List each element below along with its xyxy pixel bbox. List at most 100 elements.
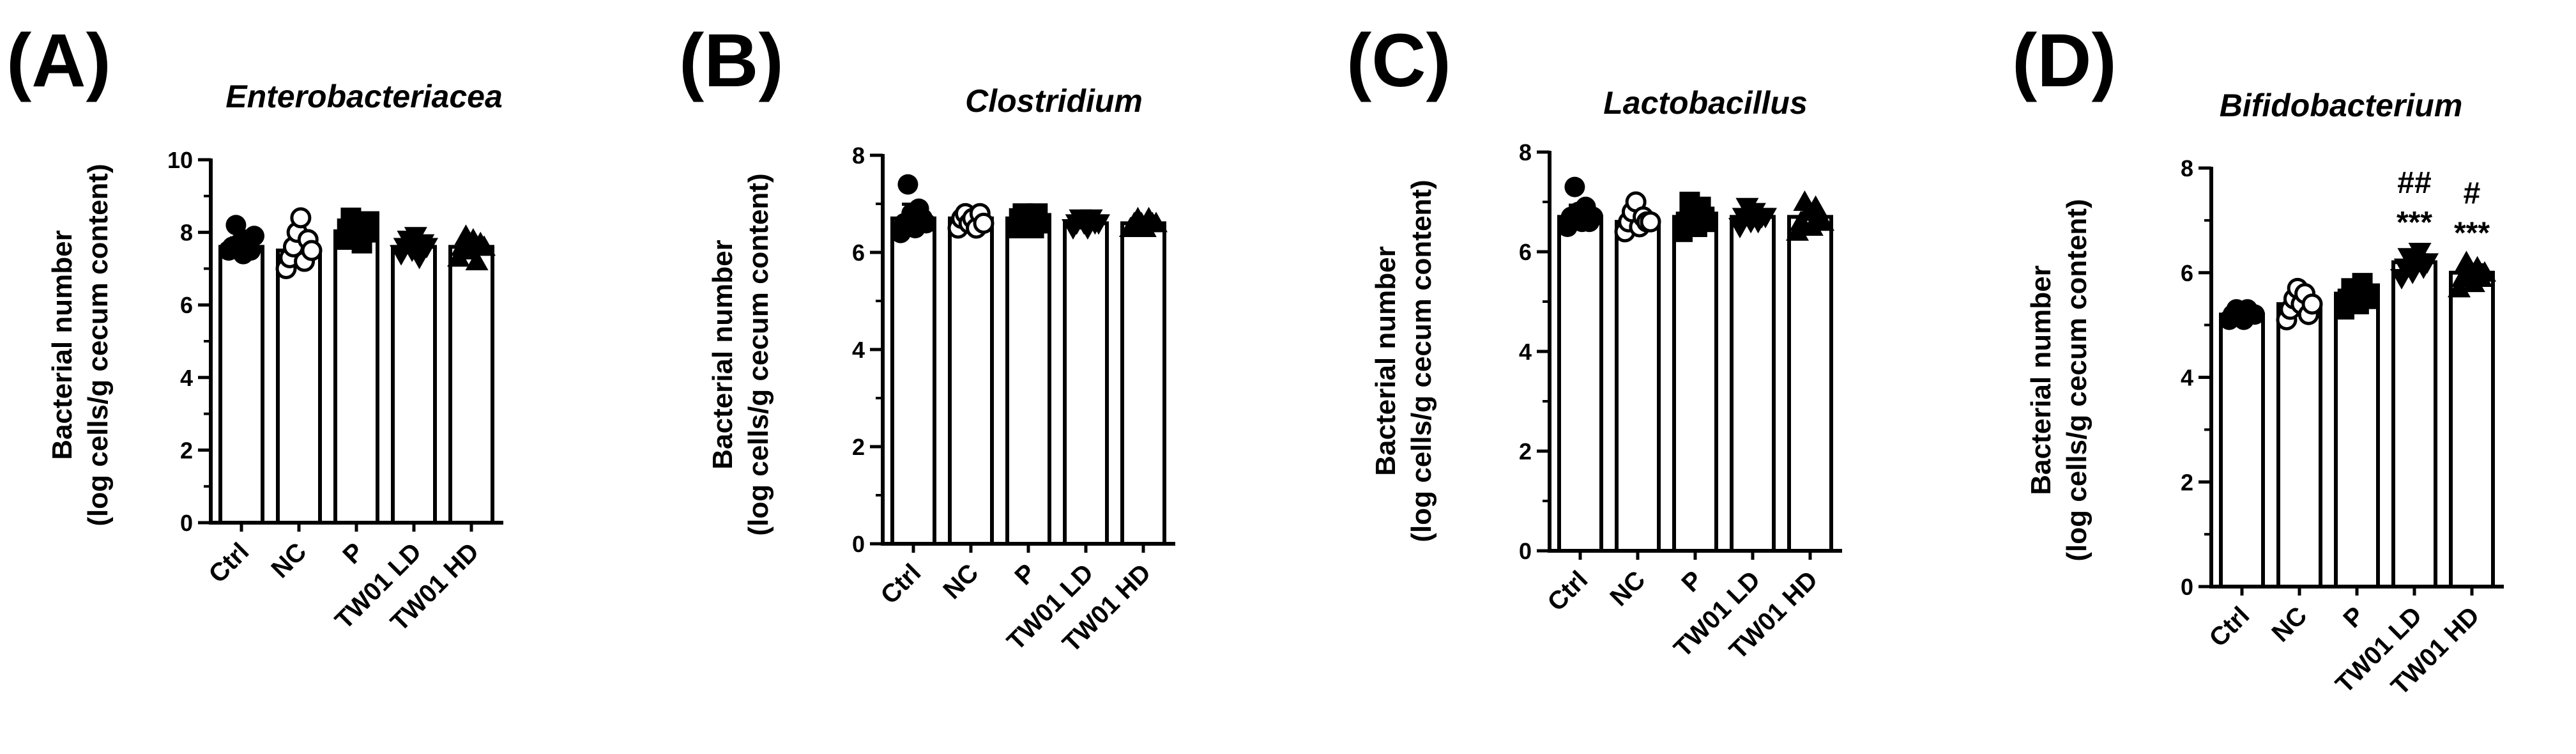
panel-d-point-4-0 <box>2448 277 2471 298</box>
panel-c-bar-1 <box>1615 220 1661 553</box>
panel-b-point-4-7 <box>1145 212 1168 233</box>
panel-b-ylabel-line1: Bacterial number <box>707 240 738 469</box>
panel-d-y-tick-label-3: 6 <box>2181 260 2193 286</box>
panel-c-bar-2 <box>1672 215 1718 553</box>
panel-a-ylabel-line1: Bacterial number <box>47 230 78 459</box>
panel-a-y-tick-label-0: 0 <box>180 510 193 536</box>
panel-d-y-tick-label-2: 4 <box>2181 365 2193 391</box>
panel-b-title: Clostridium <box>965 83 1143 119</box>
panel-c-bar-3 <box>1730 215 1776 553</box>
panel-d-point-3-7 <box>2416 253 2439 274</box>
panel-d-y-tick-label-1: 2 <box>2181 469 2193 495</box>
panel-a-bar-2 <box>333 230 379 525</box>
panel-b-y-tick-label-3: 6 <box>852 240 865 266</box>
panel-d-bar-3 <box>2391 260 2437 589</box>
panel-b-point-0-2 <box>897 174 918 195</box>
panel-b-point-3-7 <box>1087 214 1110 235</box>
panel-d: (D) Bifidobacterium Bacterial number (lo… <box>2012 19 2504 701</box>
panel-d-bar-2 <box>2334 291 2380 589</box>
panel-b-category-label-2: P <box>1009 558 1041 590</box>
panel-c-ylabel-line2: (log cells/g cecum content) <box>1406 180 1437 542</box>
panel-b: (B) Clostridium Bacterial number (log ce… <box>679 19 1175 658</box>
panel-d-annotation-4-0: # <box>2464 176 2481 210</box>
panel-c-letter: (C) <box>1346 19 1451 103</box>
panel-b-category-label-0: Ctrl <box>876 558 927 610</box>
panel-c-ylabel-line1: Bacterial number <box>1370 246 1401 475</box>
panel-d-bar-0 <box>2219 312 2265 589</box>
panel-b-letter: (B) <box>679 19 784 103</box>
panel-c-point-2-7 <box>1698 212 1718 233</box>
panel-c-y-tick-label-3: 6 <box>1519 239 1532 265</box>
panel-a-bar-0 <box>218 245 264 525</box>
panel-a-category-label-2: P <box>337 537 369 569</box>
panel-d-category-label-0: Ctrl <box>2204 601 2255 652</box>
panel-d-bar-4 <box>2449 270 2495 589</box>
panel-d-letter: (D) <box>2012 19 2117 103</box>
panel-a-point-3-7 <box>415 238 438 259</box>
panel-a-point-4-5 <box>465 250 489 271</box>
panel-b-bar-2 <box>1005 216 1051 546</box>
panel-d-category-label-1: NC <box>2266 601 2312 647</box>
panel-d-ylabel-line1: Bacterial number <box>2025 265 2057 495</box>
panel-c-y-tick-label-1: 2 <box>1519 438 1532 465</box>
panel-b-bar-0 <box>890 216 936 546</box>
panel-a-title: Enterobacteriacea <box>225 79 503 114</box>
panel-d-point-0-7 <box>2244 304 2265 325</box>
panel-c-y-tick-label-4: 8 <box>1519 139 1532 165</box>
panel-d-annotation-3-0: ## <box>2397 166 2431 200</box>
panel-d-bar-1 <box>2276 302 2322 589</box>
panel-d-y-tick-label-0: 0 <box>2181 574 2193 600</box>
panel-a: (A) Enterobacteriacea Bacterial number (… <box>6 19 503 637</box>
panel-c-category-label-1: NC <box>1604 566 1650 612</box>
panel-b-bar-3 <box>1063 221 1109 546</box>
panel-b-point-2-7 <box>1031 213 1051 234</box>
panel-a-point-2-7 <box>359 211 379 232</box>
panel-d-title: Bifidobacterium <box>2220 88 2463 123</box>
panel-a-point-1-7 <box>301 240 323 261</box>
panel-c-point-3-7 <box>1754 208 1777 229</box>
panel-c-category-label-2: P <box>1676 566 1708 597</box>
panel-c-point-1-7 <box>1640 211 1661 233</box>
panel-c: (C) Lactobacillus Bacterial number (log … <box>1346 19 1842 665</box>
panel-c-category-label-0: Ctrl <box>1543 566 1594 617</box>
panel-c-point-4-7 <box>1811 210 1834 231</box>
panel-a-y-tick-label-5: 10 <box>167 147 193 173</box>
panel-b-y-tick-label-2: 4 <box>852 337 865 363</box>
panel-d-point-2-7 <box>2359 283 2380 304</box>
panel-a-bar-1 <box>276 249 322 525</box>
panel-a-y-tick-label-2: 4 <box>180 365 193 391</box>
panel-a-bar-4 <box>448 245 494 525</box>
panel-d-ylabel-line2: (log cells/g cecum content) <box>2061 199 2092 561</box>
panel-d-category-label-2: P <box>2338 601 2370 633</box>
panel-a-point-0-7 <box>244 226 264 247</box>
panel-d-y-tick-label-4: 8 <box>2181 155 2193 181</box>
panel-d-annotation-4-1: *** <box>2454 216 2490 250</box>
panel-a-bar-3 <box>391 245 437 525</box>
panel-a-ylabel-line2: (log cells/g cecum content) <box>82 164 114 526</box>
panel-b-bar-4 <box>1120 221 1166 546</box>
panel-b-point-1-7 <box>973 212 995 234</box>
panel-b-y-tick-label-1: 2 <box>852 434 865 460</box>
panel-b-y-tick-label-0: 0 <box>852 531 865 557</box>
panel-a-point-4-7 <box>473 235 496 256</box>
panel-b-ylabel-line2: (log cells/g cecum content) <box>743 173 774 535</box>
panel-c-bar-0 <box>1557 215 1603 553</box>
panel-c-bar-4 <box>1787 215 1833 553</box>
panel-d-point-4-7 <box>2473 261 2496 282</box>
panel-a-category-label-1: NC <box>266 537 312 583</box>
panel-b-category-label-1: NC <box>938 558 984 604</box>
panel-c-y-tick-label-2: 4 <box>1519 339 1532 365</box>
panel-c-point-0-2 <box>1564 176 1585 197</box>
panel-c-y-tick-label-0: 0 <box>1519 538 1532 564</box>
panel-a-point-0-2 <box>225 215 247 236</box>
panel-a-point-1-4 <box>290 207 312 229</box>
panel-c-title: Lactobacillus <box>1603 85 1808 121</box>
panel-a-y-tick-label-1: 2 <box>180 437 193 463</box>
panel-a-category-label-0: Ctrl <box>204 537 255 589</box>
panel-d-point-1-7 <box>2301 293 2323 315</box>
panel-a-letter: (A) <box>6 19 111 103</box>
